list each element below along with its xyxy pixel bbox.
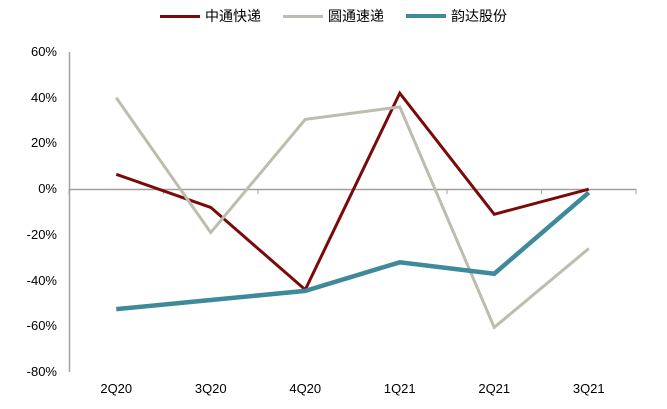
x-tick-label: 2Q20 [100, 381, 133, 396]
x-tick-label: 1Q21 [383, 381, 416, 396]
legend-swatch [406, 14, 446, 18]
series-line-1 [115, 96, 590, 330]
legend-label: 圆通速递 [328, 8, 384, 24]
x-tick-label: 3Q20 [194, 381, 227, 396]
x-tick-label: 4Q20 [289, 381, 322, 396]
y-tick-label: 40% [30, 89, 57, 105]
legend-swatch [160, 14, 200, 18]
legend-item: 中通快递 [160, 6, 261, 26]
y-tick-label: 0% [38, 181, 57, 197]
y-tick-label: -80% [26, 364, 57, 379]
series-line-2 [116, 190, 591, 312]
y-tick-label: -20% [26, 226, 57, 242]
legend-label: 韵达股份 [451, 8, 507, 24]
legend-item: 圆通速递 [283, 6, 384, 26]
y-tick-label: 20% [30, 135, 57, 151]
series-line-0 [115, 90, 590, 293]
legend-label: 中通快递 [205, 8, 261, 24]
y-tick-label: -60% [26, 318, 57, 334]
legend-swatch [283, 14, 323, 18]
series-lines [115, 90, 591, 330]
legend-item: 韵达股份 [406, 6, 507, 26]
x-tick-label: 2Q21 [478, 381, 511, 396]
y-tick-label: 60% [30, 44, 57, 59]
legend: 中通快递 圆通速递 韵达股份 [0, 6, 667, 26]
x-tick-label: 3Q21 [572, 381, 605, 396]
y-tick-label: -40% [26, 272, 57, 288]
